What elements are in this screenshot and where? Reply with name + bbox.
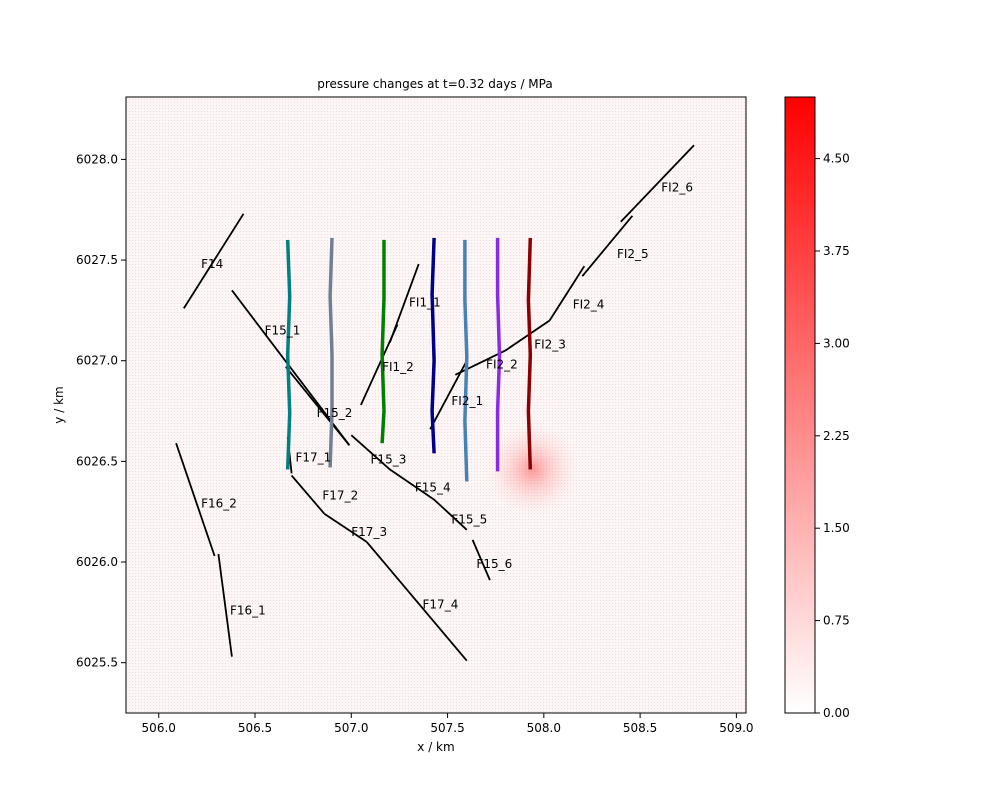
colorbar-tick-label: 1.50 (823, 521, 850, 535)
colorbar-tick-label: 3.00 (823, 336, 850, 350)
pressure-hotspot (484, 421, 581, 518)
plot-frame (125, 96, 747, 714)
fault-label-fi2_6: FI2_6 (661, 181, 693, 195)
fault-line-f15_3 (350, 434, 391, 471)
well-trace-6 (495, 237, 502, 472)
well-trace-5 (463, 239, 469, 482)
x-tick-label: 509.0 (719, 721, 753, 735)
colorbar: 0.00 0.75 1.50 2.25 3.00 3.75 4.50 (784, 96, 850, 720)
fault-label-fi1_2: FI1_2 (382, 360, 414, 374)
fault-label-fi2_1: FI2_1 (451, 394, 483, 408)
x-tick-label: 508.0 (527, 721, 561, 735)
fault-label-fi2_3: FI2_3 (534, 338, 566, 352)
well-trace-7 (526, 237, 533, 470)
fault-label-fi2_5: FI2_5 (617, 247, 649, 261)
fault-line-f15_2 (285, 366, 351, 446)
fault-label-f15_2: F15_2 (317, 406, 353, 420)
y-tick-label: 6027.5 (76, 253, 118, 267)
fault-label-f16_1: F16_1 (230, 603, 266, 617)
colorbar-tick-label: 4.50 (823, 152, 850, 166)
fault-line-fi2_6 (620, 144, 695, 223)
x-tick-label: 506.0 (142, 721, 176, 735)
y-tick-label: 6028.0 (76, 152, 118, 166)
fault-labels-layer: F14 F15_1 F15_2 F15_3 F15_4 F15_5 F15_6 F16_1 F1… (201, 181, 693, 618)
fault-label-f17_4: F17_4 (423, 597, 459, 611)
y-tick-label: 6026.0 (76, 555, 118, 569)
fault-line-f14 (183, 213, 245, 309)
fault-label-fi2_2: FI2_2 (486, 358, 518, 372)
y-tick-label: 6027.0 (76, 354, 118, 368)
fault-label-f15_3: F15_3 (371, 452, 407, 466)
colorbar-tick-label: 3.75 (823, 244, 850, 258)
colorbar-ticks: 0.00 0.75 1.50 2.25 3.00 3.75 4.50 (815, 152, 850, 720)
fault-line-fi2_5 (581, 215, 634, 277)
colorbar-gradient (785, 97, 815, 713)
fault-line-f17_4 (366, 541, 468, 662)
fault-line-f16_1 (217, 553, 233, 657)
well-trace-4 (430, 237, 436, 454)
fault-label-f17_3: F17_3 (351, 525, 387, 539)
fault-label-f16_2: F16_2 (201, 497, 237, 511)
fault-label-f15_4: F15_4 (415, 481, 451, 495)
well-trace-2 (328, 237, 334, 468)
fault-label-f15_5: F15_5 (451, 513, 487, 527)
colorbar-tick-label: 0.75 (823, 614, 850, 628)
colorbar-tick-label: 2.25 (823, 429, 850, 443)
wells-layer (285, 237, 533, 482)
fault-label-f15_1: F15_1 (265, 324, 301, 338)
well-trace-1 (285, 239, 292, 470)
fault-line-fi2_3 (504, 319, 551, 352)
x-tick-label: 507.0 (334, 721, 368, 735)
colorbar-tick-label: 0.00 (823, 706, 850, 720)
fault-line-f17_3 (323, 512, 368, 543)
y-tick-label: 6026.5 (76, 454, 118, 468)
chart-title: pressure changes at t=0.32 days / MPa (317, 77, 552, 91)
x-tick-label: 506.5 (238, 721, 272, 735)
y-axis-ticks: 6025.5 6026.0 6026.5 6027.0 6027.5 6028.0 (76, 152, 126, 670)
x-axis-label: x / km (417, 740, 454, 754)
fault-line-fi2_2 (454, 349, 506, 376)
fault-line-f15_6 (471, 539, 491, 581)
fault-line-f17_2 (290, 474, 325, 515)
fault-line-fi2_4 (548, 265, 586, 321)
y-axis-label: y / km (52, 386, 66, 423)
fault-line-f15_1 (231, 289, 351, 446)
fault-label-fi1_1: FI1_1 (409, 295, 441, 309)
y-tick-label: 6025.5 (76, 656, 118, 670)
fault-label-f17_2: F17_2 (322, 489, 358, 503)
colorbar-frame (784, 96, 816, 714)
x-tick-label: 508.5 (623, 721, 657, 735)
fault-line-f15_5 (433, 498, 468, 531)
fault-label-f14: F14 (201, 257, 223, 271)
fault-line-fi1_2 (360, 324, 399, 406)
fault-label-f17_1: F17_1 (295, 450, 331, 464)
x-tick-label: 507.5 (430, 721, 464, 735)
fault-line-f15_4 (389, 468, 435, 501)
well-trace-3 (380, 239, 386, 444)
fault-line-f16_2 (175, 442, 216, 557)
fault-label-fi2_4: FI2_4 (573, 297, 605, 311)
x-axis-ticks: 506.0 506.5 507.0 507.5 508.0 508.5 509.0 (142, 713, 754, 735)
fault-label-f15_6: F15_6 (476, 557, 512, 571)
